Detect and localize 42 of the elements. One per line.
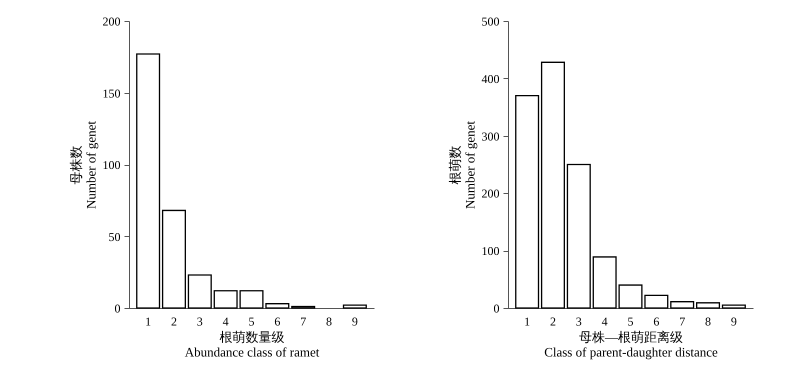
x-tick-label: 5 (248, 314, 254, 328)
y-tick-label: 200 (482, 186, 500, 201)
y-tick-label: 0 (494, 302, 500, 316)
y-axis-title: 根萌数 Number of genet (448, 120, 478, 210)
y-tick-label: 50 (108, 230, 120, 244)
y-tick-label: 400 (482, 72, 500, 86)
x-tick-label: 6 (653, 314, 660, 328)
x-tick-label: 4 (222, 314, 229, 328)
bar (136, 53, 160, 309)
x-tick-label: 2 (550, 314, 556, 328)
x-tick-label: 3 (576, 314, 582, 328)
y-tick-label: 100 (482, 244, 500, 258)
x-tick-label: 9 (730, 314, 737, 328)
x-tick-label: 7 (300, 314, 306, 328)
x-tick-label: 1 (524, 314, 530, 328)
bar (540, 62, 565, 309)
y-tick-label: 100 (102, 158, 120, 172)
x-tick-label: 2 (170, 314, 177, 328)
x-tick-label: 8 (326, 314, 332, 328)
y-tick-label: 500 (482, 14, 500, 28)
x-axis-title: 根萌数量级 Abundance class of ramet (184, 330, 320, 360)
y-tick-label: 200 (102, 14, 120, 28)
bar (342, 304, 367, 309)
x-tick-label: 7 (679, 314, 686, 328)
bar (239, 290, 264, 309)
bar (162, 210, 186, 309)
x-tick-label: 6 (274, 314, 280, 328)
y-tick-label: 0 (114, 302, 120, 316)
y-axis-title: 母株数 Number of genet (68, 120, 98, 210)
bar (722, 304, 746, 309)
x-axis-title: 母株—根萌距离级 Class of parent-daughter distance (544, 330, 718, 360)
x-tick-label: 4 (602, 314, 608, 328)
x-tick-label: 9 (352, 314, 358, 328)
bar (618, 284, 643, 309)
bar (696, 302, 720, 309)
y-tick-label: 300 (482, 129, 500, 144)
y-tick-label: 150 (102, 86, 120, 100)
x-tick-label: 3 (196, 314, 203, 328)
x-tick-label: 8 (705, 314, 712, 328)
bar (515, 94, 540, 309)
x-tick-label: 5 (628, 314, 634, 328)
x-tick-label: 1 (145, 314, 152, 328)
